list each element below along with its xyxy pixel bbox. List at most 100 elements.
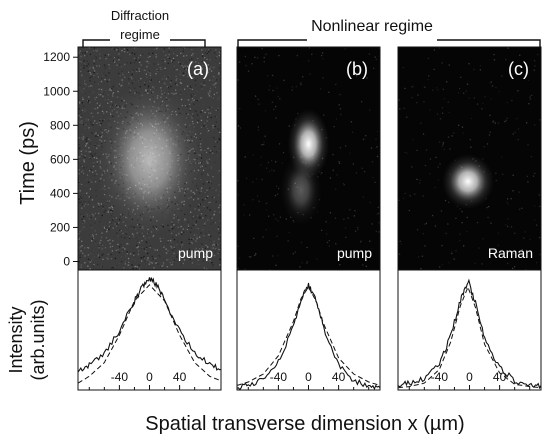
noise-speckle (322, 58, 324, 60)
panel-caption: pump (337, 245, 372, 261)
noise-speckle (329, 177, 332, 179)
noise-speckle (133, 252, 135, 254)
noise-speckle (78, 83, 80, 85)
noise-speckle (267, 161, 269, 164)
noise-speckle (207, 131, 209, 133)
noise-speckle (208, 93, 210, 95)
noise-speckle (200, 97, 202, 99)
noise-speckle (262, 236, 264, 238)
noise-speckle (86, 213, 88, 215)
noise-speckle (149, 80, 151, 82)
noise-speckle (201, 246, 203, 248)
noise-speckle (99, 119, 102, 121)
noise-speckle (206, 189, 208, 191)
noise-speckle (89, 69, 91, 71)
noise-speckle (149, 62, 151, 64)
noise-speckle (139, 59, 141, 61)
noise-speckle (218, 206, 220, 209)
noise-speckle (79, 237, 81, 239)
noise-speckle (87, 254, 89, 256)
noise-speckle (202, 84, 204, 86)
noise-speckle (140, 64, 142, 66)
noise-speckle (181, 65, 183, 67)
noise-speckle (349, 209, 351, 211)
noise-speckle (534, 65, 536, 67)
noise-speckle (191, 238, 193, 240)
noise-speckle (112, 227, 114, 229)
noise-speckle (115, 265, 117, 267)
noise-speckle (296, 54, 298, 57)
noise-speckle (443, 98, 445, 100)
noise-speckle (83, 88, 85, 90)
noise-speckle (188, 238, 190, 241)
noise-speckle (151, 262, 153, 264)
noise-speckle (99, 205, 102, 207)
noise-speckle (287, 240, 289, 242)
noise-speckle (239, 127, 242, 129)
noise-speckle (254, 254, 256, 256)
noise-speckle (187, 224, 190, 226)
noise-speckle (196, 77, 199, 79)
noise-speckle (212, 247, 215, 249)
noise-speckle (89, 180, 91, 183)
noise-speckle (128, 78, 130, 80)
noise-speckle (122, 81, 124, 83)
noise-speckle (219, 52, 221, 54)
noise-speckle (117, 249, 119, 251)
noise-speckle (149, 55, 151, 58)
noise-speckle (507, 203, 509, 205)
noise-speckle (361, 249, 363, 252)
noise-speckle (446, 81, 448, 83)
noise-speckle (182, 62, 184, 64)
noise-speckle (190, 60, 192, 62)
noise-speckle (265, 209, 268, 211)
noise-speckle (82, 123, 85, 125)
x-tick-label: 0 (305, 370, 312, 384)
noise-speckle (449, 148, 451, 150)
noise-speckle (85, 48, 87, 50)
noise-speckle (213, 196, 215, 199)
noise-speckle (206, 174, 208, 176)
noise-speckle (134, 53, 136, 55)
noise-speckle (300, 83, 302, 86)
noise-speckle (97, 92, 100, 94)
noise-speckle (103, 112, 105, 114)
noise-speckle (190, 101, 193, 103)
x-tick-label: 40 (173, 370, 187, 384)
noise-speckle (98, 94, 100, 96)
noise-speckle (132, 267, 134, 270)
noise-speckle (214, 77, 216, 80)
noise-speckle (146, 66, 148, 68)
noise-speckle (470, 146, 472, 148)
noise-speckle (164, 57, 166, 59)
noise-speckle (87, 63, 90, 65)
noise-speckle (196, 90, 198, 93)
noise-speckle (177, 240, 179, 243)
noise-speckle (180, 52, 182, 54)
noise-speckle (448, 201, 450, 203)
noise-speckle (210, 247, 212, 249)
noise-speckle (98, 203, 100, 205)
noise-speckle (116, 85, 118, 87)
noise-speckle (197, 215, 199, 217)
noise-speckle (428, 75, 430, 77)
noise-speckle (107, 258, 109, 260)
noise-speckle (84, 55, 86, 57)
noise-speckle (120, 243, 122, 246)
noise-speckle (88, 214, 91, 217)
x-tick-label: 40 (493, 370, 507, 384)
noise-speckle (147, 252, 149, 254)
noise-speckle (131, 71, 133, 73)
noise-speckle (219, 258, 221, 260)
noise-speckle (162, 262, 165, 264)
noise-speckle (199, 248, 201, 250)
noise-speckle (84, 124, 86, 126)
noise-speckle (145, 73, 147, 75)
noise-speckle (422, 133, 425, 135)
noise-speckle (98, 249, 101, 252)
noise-speckle (212, 152, 214, 154)
noise-speckle (204, 57, 206, 59)
noise-speckle (209, 59, 211, 61)
noise-speckle (171, 247, 173, 249)
noise-speckle (91, 234, 94, 236)
